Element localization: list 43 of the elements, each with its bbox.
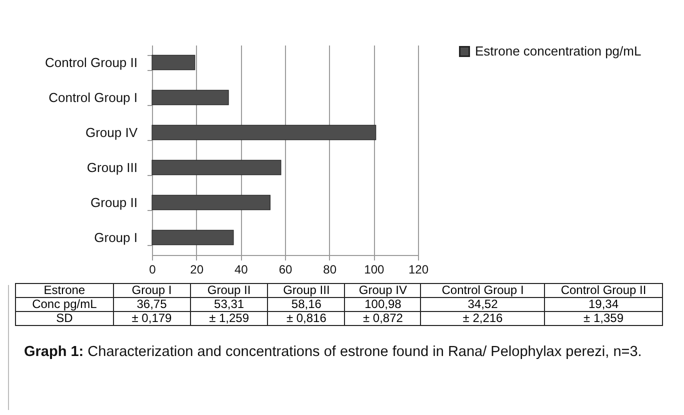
y-tick-label: Group III [86,160,138,175]
text: 34,52 [420,297,545,312]
x-tick-label: 80 [323,262,337,276]
text: 19,34 [544,297,662,312]
text: 58,16 [268,297,345,312]
text: Group I [113,283,190,298]
text: 100,98 [344,297,421,312]
y-tick-label: Group I [94,230,138,245]
text: ± 0,872 [344,311,421,326]
y-tick-label: Control Group I [48,90,138,105]
x-tick-label: 0 [149,262,156,276]
text: ± 2,216 [420,311,545,326]
x-tick-label: 100 [364,262,384,276]
bar [152,230,234,246]
bar [152,54,196,70]
text: 36,75 [113,297,190,312]
text: ± 1,259 [190,311,268,326]
text: Characterization and concentrations of estrone found in Rana/ Pelophylax perezi, n=3. [86,344,642,360]
bar [152,124,376,140]
bar [152,160,282,176]
y-tick-label: Control Group II [45,55,138,70]
text: ± 0,816 [268,311,345,326]
text: Group II [190,283,268,298]
text: SD [16,311,114,326]
x-tick-label: 20 [190,262,204,276]
bar [152,90,229,106]
text: Control Group I [420,283,545,298]
x-tick-label: 40 [234,262,248,276]
legend-label: Estrone concentration pg/mL [475,44,642,58]
y-tick-label: Group IV [85,125,138,140]
text: Estrone [16,283,114,298]
bar [152,194,270,210]
text: ± 1,359 [544,311,662,326]
y-tick-label: Group II [90,195,138,210]
text: Group III [268,283,345,298]
text: Conc pg/mL [16,297,114,312]
x-tick-label: 120 [408,262,429,276]
text: Group IV [344,283,421,298]
caption: Graph 1: [24,344,84,360]
x-tick-label: 60 [278,262,292,276]
text: 53,31 [190,297,268,312]
text: ± 0,179 [113,311,190,326]
text: Control Group II [544,283,662,298]
